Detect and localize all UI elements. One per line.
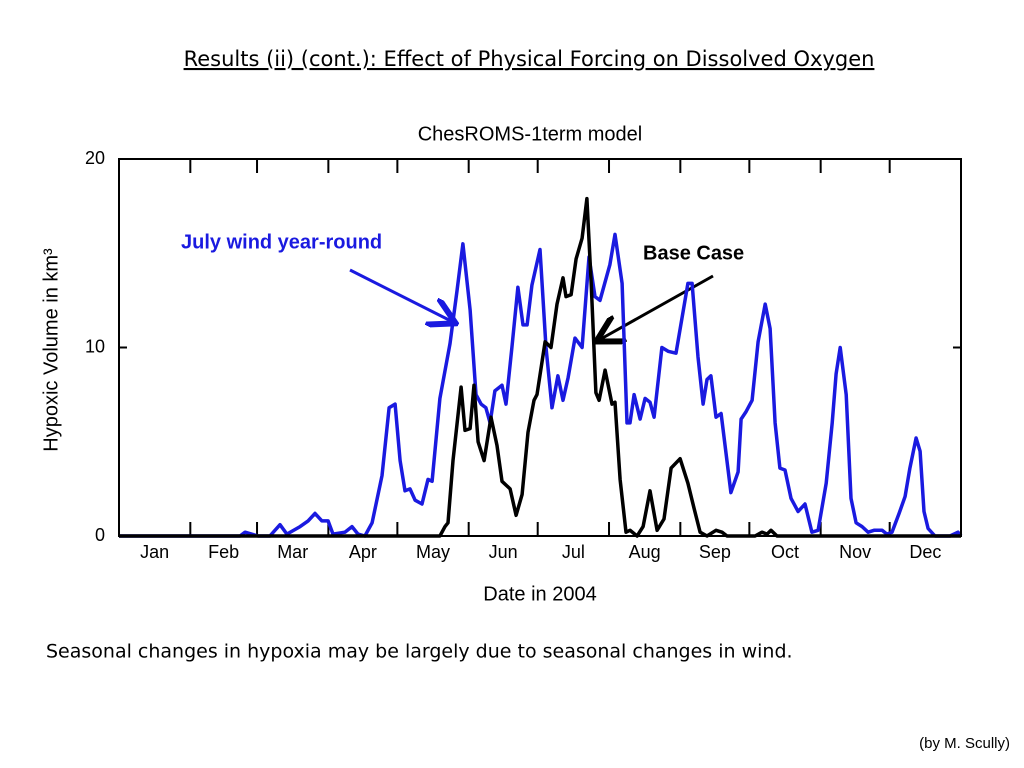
x-tick-label: May: [416, 542, 450, 562]
x-axis-label: Date in 2004: [483, 583, 596, 605]
x-tick-label: Dec: [909, 542, 941, 562]
x-tick-label: Oct: [771, 542, 799, 562]
x-tick-label: Jul: [562, 542, 585, 562]
chart-title: ChesROMS-1term model: [418, 123, 643, 145]
x-tick-label: Jun: [489, 542, 518, 562]
series-line: [119, 232, 963, 538]
series-annotation: Base Case: [643, 242, 744, 264]
y-tick-label: 20: [85, 148, 105, 168]
x-tick-label: Aug: [629, 542, 661, 562]
y-axis-label: Hypoxic Volume in km³: [40, 248, 62, 452]
annotation-arrow: [349, 268, 453, 322]
caption: Seasonal changes in hypoxia may be large…: [46, 641, 793, 663]
x-tick-label: Apr: [349, 542, 377, 562]
x-tick-label: Jan: [140, 542, 169, 562]
x-tick-label: Feb: [208, 542, 239, 562]
x-tick-label: Nov: [839, 542, 871, 562]
slide-title: Results (ii) (cont.): Effect of Physical…: [184, 47, 875, 71]
plot: 0 10 20 Jan Feb Mar Apr May Jun Jul Aug Sep Oct Nov De…: [85, 148, 963, 562]
credit: (by M. Scully): [919, 735, 1010, 752]
plot-frame: [118, 158, 962, 537]
series-line: [119, 196, 961, 538]
y-tick-label: 0: [95, 525, 105, 545]
x-tick-label: Sep: [699, 542, 731, 562]
x-tick-label: Mar: [277, 542, 308, 562]
series-annotation: July wind year-round: [181, 231, 382, 253]
y-tick-label: 10: [85, 336, 105, 356]
